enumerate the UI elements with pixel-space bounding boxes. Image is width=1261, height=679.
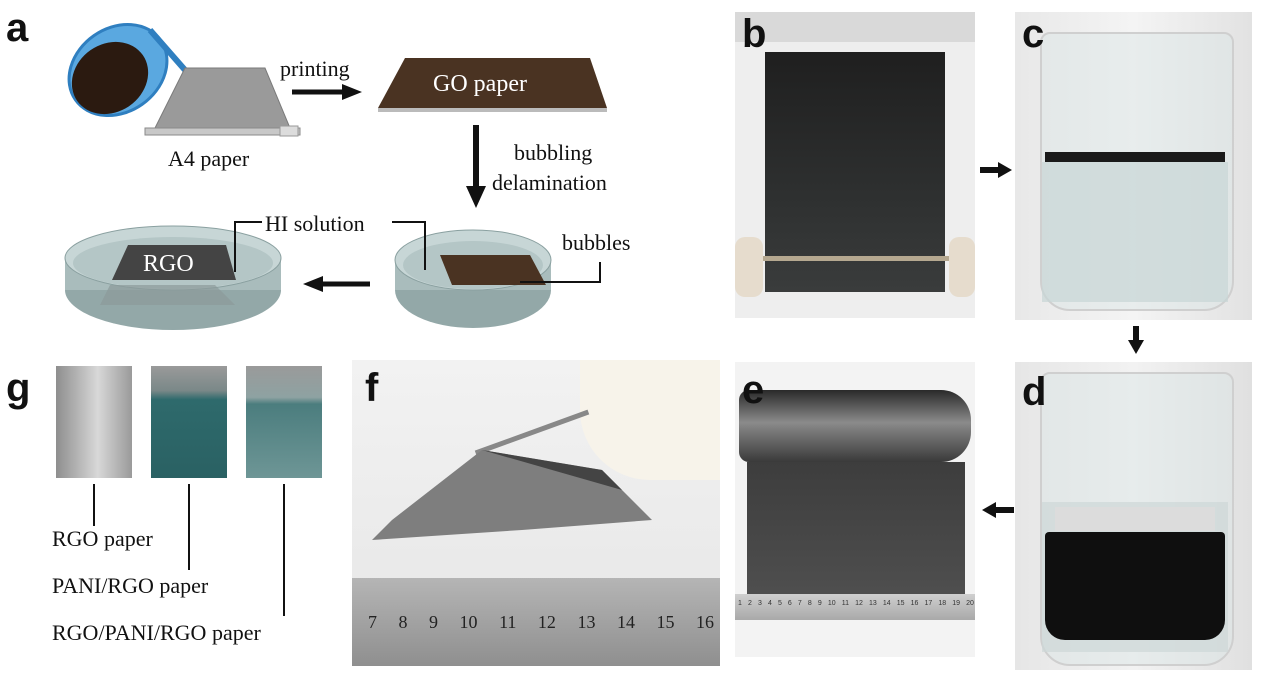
reduction-arrow bbox=[303, 276, 370, 292]
tick: 6 bbox=[787, 600, 792, 607]
arrow-b-to-c bbox=[980, 162, 1012, 178]
floating-film bbox=[1045, 152, 1225, 162]
photo-panel-d bbox=[1015, 362, 1252, 670]
glove-left bbox=[735, 237, 763, 297]
tick: 15 bbox=[656, 612, 675, 632]
bubbling-arrow bbox=[466, 125, 486, 208]
tick: 13 bbox=[577, 612, 596, 632]
printing-arrow bbox=[292, 84, 362, 100]
sample-pani-rgo-paper bbox=[151, 366, 227, 478]
arrow-c-to-d bbox=[1128, 326, 1144, 354]
tick: 11 bbox=[841, 600, 850, 607]
tick: 17 bbox=[924, 600, 933, 607]
ruler-f-ticks: 7 8 9 10 11 12 13 14 15 16 bbox=[368, 612, 714, 636]
tick: 12 bbox=[855, 600, 863, 607]
go-film-dark bbox=[765, 52, 945, 292]
tick: 14 bbox=[616, 612, 635, 632]
a4-paper-sheet bbox=[144, 67, 301, 137]
tick: 8 bbox=[398, 612, 408, 632]
label-pani-rgo-paper: PANI/RGO paper bbox=[52, 573, 209, 598]
bubbles-label: bubbles bbox=[562, 230, 631, 255]
flat-film bbox=[747, 462, 965, 607]
hi-solution-label: HI solution bbox=[265, 211, 365, 236]
panel-label-c: c bbox=[1022, 12, 1045, 56]
tick: 10 bbox=[827, 600, 836, 607]
sample-rgo-paper bbox=[56, 366, 132, 478]
sample-rgo-pani-rgo-paper bbox=[246, 366, 322, 478]
gloved-hand bbox=[580, 360, 720, 480]
label-rgo-paper: RGO paper bbox=[52, 526, 153, 551]
pouring-beaker-icon bbox=[67, 22, 188, 118]
photo-panel-b bbox=[735, 12, 975, 318]
photo-panel-c bbox=[1015, 12, 1252, 320]
tick: 16 bbox=[695, 612, 714, 632]
tick: 10 bbox=[459, 612, 478, 632]
go-paper-label: GO paper bbox=[433, 71, 527, 97]
panel-label-a: a bbox=[6, 6, 29, 50]
photo-panel-f bbox=[352, 360, 720, 666]
tick: 3 bbox=[757, 600, 762, 607]
tick: 9 bbox=[429, 612, 439, 632]
tick: 16 bbox=[910, 600, 919, 607]
sample-leader-lines bbox=[93, 484, 285, 616]
tick: 15 bbox=[896, 600, 905, 607]
tick: 20 bbox=[966, 600, 974, 607]
tick: 18 bbox=[938, 600, 947, 607]
go-paper-sheet bbox=[378, 58, 607, 112]
tick: 1 bbox=[738, 600, 742, 607]
tick: 11 bbox=[499, 612, 517, 632]
delamination-label: delamination bbox=[492, 170, 607, 195]
panel-label-b: b bbox=[742, 12, 767, 56]
bubbling-label: bubbling bbox=[514, 140, 593, 165]
tick: 2 bbox=[747, 600, 752, 607]
photo-panel-e bbox=[735, 362, 975, 657]
panel-label-f: f bbox=[365, 366, 379, 410]
arrow-d-to-e bbox=[982, 502, 1014, 518]
panel-label-g: g bbox=[6, 366, 31, 410]
tick: 13 bbox=[868, 600, 877, 607]
roller-bar bbox=[755, 256, 955, 261]
tick: 4 bbox=[767, 600, 772, 607]
panel-label-e: e bbox=[742, 368, 765, 412]
tick: 14 bbox=[882, 600, 891, 607]
rgo-label: RGO bbox=[143, 251, 194, 277]
petri-dish-rgo bbox=[64, 225, 282, 330]
rolled-film bbox=[739, 390, 971, 462]
film-white-edge bbox=[1055, 507, 1215, 531]
ruler-e bbox=[735, 594, 975, 620]
tick: 19 bbox=[952, 600, 961, 607]
ruler-e-ticks: 1 2 3 4 5 6 7 8 9 10 11 12 13 14 15 16 1… bbox=[738, 600, 974, 612]
black-solution bbox=[1045, 532, 1225, 640]
petri-dish-bubbling bbox=[394, 229, 552, 328]
tick: 9 bbox=[817, 600, 822, 607]
tick: 12 bbox=[537, 612, 556, 632]
water bbox=[1042, 162, 1228, 302]
folded-film bbox=[372, 450, 652, 540]
tick: 7 bbox=[368, 612, 377, 632]
tick: 7 bbox=[797, 600, 802, 607]
a4-paper-label: A4 paper bbox=[168, 146, 250, 171]
schematic-diagram bbox=[64, 22, 607, 330]
label-rgo-pani-rgo-paper: RGO/PANI/RGO paper bbox=[52, 620, 261, 645]
printing-label: printing bbox=[280, 56, 350, 81]
panel-label-d: d bbox=[1022, 370, 1047, 414]
glove-right bbox=[949, 237, 975, 297]
tick: 5 bbox=[777, 600, 782, 607]
ruler-f bbox=[352, 578, 720, 666]
tick: 8 bbox=[807, 600, 812, 607]
